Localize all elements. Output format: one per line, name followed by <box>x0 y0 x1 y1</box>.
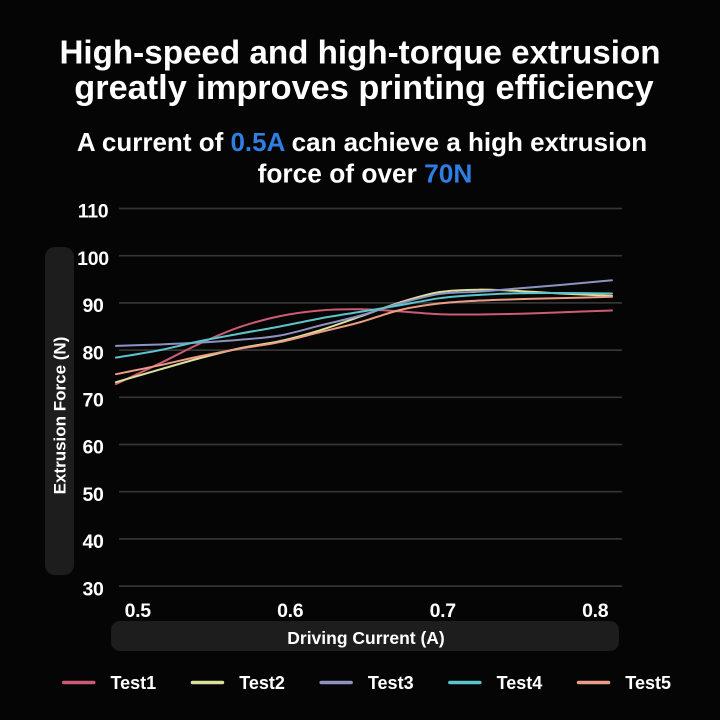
svg-text:30: 30 <box>82 578 104 600</box>
svg-text:90: 90 <box>82 295 104 317</box>
svg-text:Test2: Test2 <box>239 673 285 693</box>
svg-text:40: 40 <box>82 531 104 553</box>
svg-text:60: 60 <box>82 437 104 459</box>
svg-text:High-speed and high-torque ext: High-speed and high-torque extrusion <box>59 34 660 71</box>
svg-text:0.8: 0.8 <box>582 600 609 622</box>
svg-text:110: 110 <box>78 201 109 223</box>
svg-text:0.6: 0.6 <box>277 600 304 622</box>
svg-text:Test5: Test5 <box>625 673 671 693</box>
svg-text:greatly improves printing effi: greatly improves printing efficiency <box>74 69 653 107</box>
svg-text:100: 100 <box>77 248 109 270</box>
svg-text:80: 80 <box>82 342 104 364</box>
svg-text:Driving Current (A): Driving Current (A) <box>287 628 445 648</box>
svg-text:0.7: 0.7 <box>430 600 456 622</box>
svg-text:70: 70 <box>82 390 104 412</box>
svg-text:50: 50 <box>82 484 104 506</box>
svg-text:A current of 0.5A can achieve: A current of 0.5A can achieve a high ext… <box>77 127 647 157</box>
svg-text:Test1: Test1 <box>111 673 157 693</box>
svg-text:Test4: Test4 <box>497 673 543 693</box>
svg-text:Test3: Test3 <box>368 673 414 693</box>
svg-text:0.5: 0.5 <box>125 600 152 622</box>
svg-text:force of over 70N: force of over 70N <box>258 159 473 189</box>
svg-text:Extrusion Force (N): Extrusion Force (N) <box>50 337 69 495</box>
